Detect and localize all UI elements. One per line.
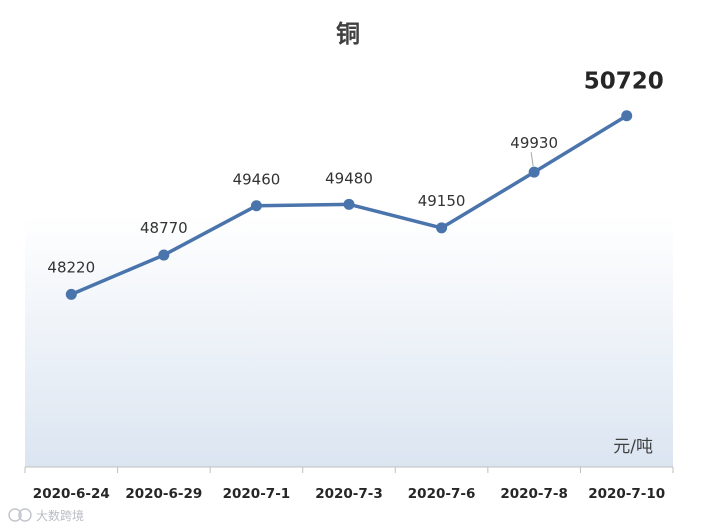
watermark-text: 大数跨境 bbox=[36, 508, 84, 523]
x-tick-label: 2020-7-10 bbox=[588, 486, 665, 502]
data-point bbox=[436, 222, 448, 234]
x-tick-label: 2020-7-1 bbox=[223, 486, 291, 502]
chart-title: 铜 bbox=[336, 20, 360, 48]
data-point bbox=[158, 249, 170, 261]
data-point bbox=[65, 288, 77, 300]
x-tick-label: 2020-6-24 bbox=[33, 486, 110, 502]
data-label: 50720 bbox=[584, 69, 664, 95]
series-layer bbox=[65, 110, 633, 300]
unit-label: 元/吨 bbox=[613, 437, 653, 457]
data-label: 49150 bbox=[418, 192, 466, 210]
data-point bbox=[250, 200, 262, 212]
data-label: 48770 bbox=[140, 219, 188, 237]
x-tick-label: 2020-6-29 bbox=[125, 486, 202, 502]
data-point bbox=[343, 198, 355, 210]
data-point bbox=[528, 166, 540, 178]
data-point bbox=[621, 110, 633, 122]
x-tick-label: 2020-7-6 bbox=[408, 486, 476, 502]
data-label: 49460 bbox=[233, 171, 281, 189]
plot-background bbox=[25, 215, 673, 467]
label-leader-line bbox=[530, 152, 534, 167]
x-axis: 2020-6-24 2020-6-29 2020-7-1 2020-7-3 2020-7… bbox=[24, 466, 674, 502]
x-tick-label: 2020-7-8 bbox=[500, 486, 568, 502]
data-label: 49480 bbox=[325, 169, 373, 187]
data-labels: 48220 48770 49460 49480 49150 49930 50720 bbox=[47, 69, 663, 277]
data-label: 49930 bbox=[510, 134, 558, 152]
watermark: 大数跨境 bbox=[8, 508, 84, 523]
data-label: 48220 bbox=[47, 258, 95, 276]
x-tick-label: 2020-7-3 bbox=[315, 486, 383, 502]
watermark-logo-icon bbox=[8, 508, 32, 522]
